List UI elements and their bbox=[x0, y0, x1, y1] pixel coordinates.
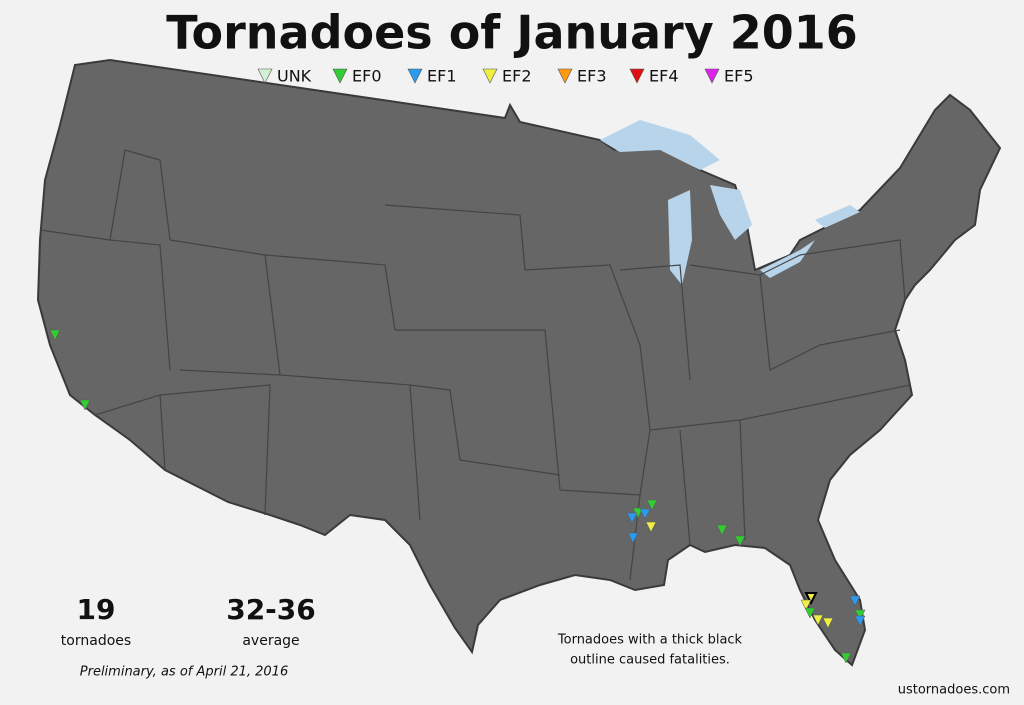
preliminary: Preliminary, as of April 21, 2016 bbox=[80, 665, 288, 680]
legend-swatch bbox=[704, 68, 720, 84]
tornado-marker bbox=[626, 512, 638, 524]
lakes bbox=[600, 120, 860, 285]
us-map bbox=[36, 58, 1002, 667]
legend-label: EF2 bbox=[502, 67, 532, 86]
tornado-marker bbox=[812, 614, 824, 626]
tornado-marker bbox=[854, 615, 866, 627]
tornado-marker bbox=[734, 535, 746, 547]
tornado-marker bbox=[646, 499, 658, 511]
tornado-marker bbox=[79, 399, 91, 411]
legend-swatch bbox=[257, 68, 273, 84]
tornado-marker bbox=[716, 524, 728, 536]
tornado-marker bbox=[849, 595, 861, 607]
legend-label: EF0 bbox=[352, 67, 382, 86]
tornado-marker bbox=[804, 607, 816, 619]
average: 32-36 bbox=[226, 593, 316, 626]
legend-label: EF1 bbox=[427, 67, 457, 86]
title: Tornadoes of January 2016 bbox=[166, 6, 858, 60]
tornado-marker bbox=[840, 652, 852, 664]
source: ustornadoes.com bbox=[898, 683, 1010, 698]
tornado-marker bbox=[49, 329, 61, 341]
tornado-marker bbox=[627, 532, 639, 544]
tornado-marker bbox=[854, 609, 866, 621]
note: Tornadoes with a thick black bbox=[557, 633, 743, 648]
lake-ontario bbox=[815, 205, 860, 228]
note: outline caused fatalities. bbox=[570, 653, 730, 668]
legend-label: UNK bbox=[277, 67, 312, 86]
legend-swatch bbox=[482, 68, 498, 84]
tornado-marker bbox=[804, 592, 818, 606]
lake-michigan bbox=[668, 190, 692, 285]
legend-swatch bbox=[332, 68, 348, 84]
average-label: average bbox=[242, 633, 299, 649]
lake-superior bbox=[600, 120, 720, 170]
legend-swatch bbox=[629, 68, 645, 84]
tornado-marker bbox=[645, 521, 657, 533]
legend-label: EF5 bbox=[724, 67, 754, 86]
count: 19 bbox=[77, 593, 116, 626]
legend-swatch bbox=[557, 68, 573, 84]
count-label: tornadoes bbox=[61, 633, 131, 649]
legend-label: EF3 bbox=[577, 67, 607, 86]
legend-swatch bbox=[407, 68, 423, 84]
tornado-marker bbox=[800, 599, 812, 611]
legend-label: EF4 bbox=[649, 67, 679, 86]
tornado-marker bbox=[822, 617, 834, 629]
lake-huron bbox=[710, 185, 752, 240]
tornado-marker bbox=[639, 508, 651, 520]
